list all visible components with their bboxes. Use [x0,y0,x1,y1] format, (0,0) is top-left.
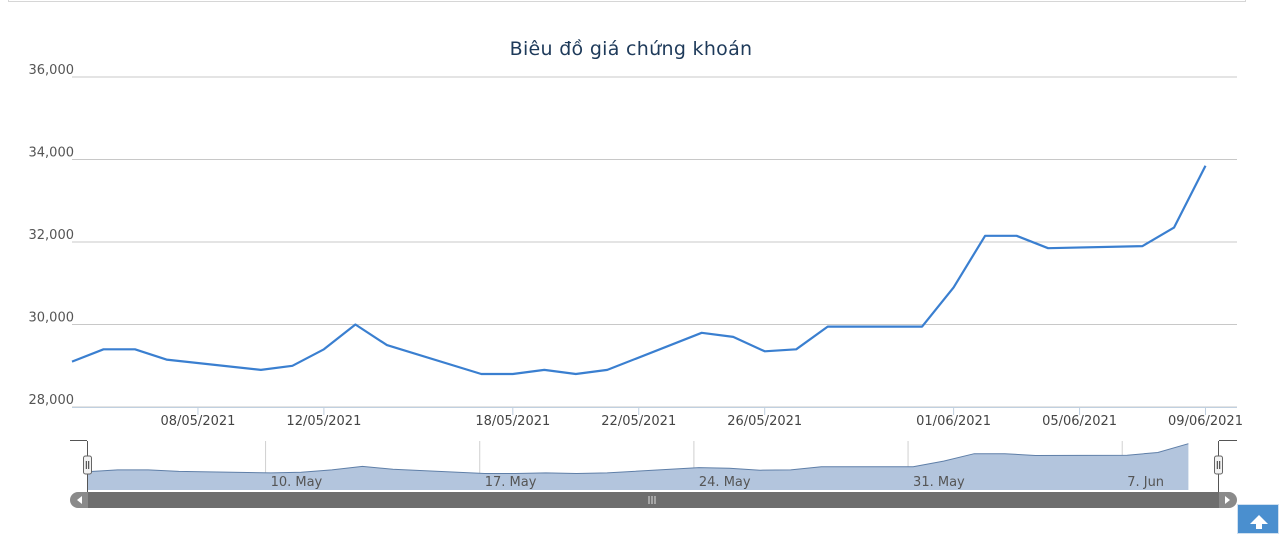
scroll-to-top-button[interactable] [1237,504,1279,534]
handle-grip [1214,455,1223,475]
chart-frame-corner-left [8,0,9,2]
y-gridlines [72,76,1237,408]
chart-frame-top [8,0,1246,2]
navigator-label: 24. May [699,475,751,490]
x-tick-label: 08/05/2021 [160,414,235,429]
scrollbar-thumb [88,492,1219,508]
scroll-right-arrow-icon [1225,496,1230,504]
x-tick-label: 01/06/2021 [916,414,991,429]
handle-grip [83,455,92,475]
navigator-label: 7. Jun [1127,475,1164,490]
y-tick-label: 28,000 [29,393,75,408]
navigator[interactable]: 10. May 17. May 24. May 31. May 7. Jun [70,440,1237,509]
y-axis-ticks: 36,000 34,000 32,000 30,000 28,000 [29,63,75,408]
arrow-up-icon [1250,515,1268,529]
chart-title: Biêu đồ giá chứng khoán [509,38,753,60]
navigator-label: 17. May [485,475,537,490]
x-tick-label: 22/05/2021 [601,414,676,429]
chart-frame-corner-right [1245,0,1246,2]
y-tick-label: 30,000 [29,311,75,326]
x-tick-label: 18/05/2021 [475,414,550,429]
navigator-area [87,443,1189,490]
x-tick-label: 12/05/2021 [286,414,361,429]
scroll-left-arrow-icon [77,496,82,504]
x-tick-label: 05/06/2021 [1042,414,1117,429]
y-tick-label: 32,000 [29,228,75,243]
y-tick-label: 36,000 [29,63,75,78]
navigator-right-handle[interactable] [1214,455,1223,475]
navigator-left-handle[interactable] [83,455,92,475]
navigator-label: 10. May [271,475,323,490]
plot-area [71,165,1207,376]
x-axis: 08/05/2021 12/05/2021 18/05/2021 22/05/2021… [72,407,1243,429]
x-tick-label: 09/06/2021 [1168,414,1243,429]
navigator-scrollbar[interactable] [70,492,1237,508]
x-tick-label: 26/05/2021 [727,414,802,429]
y-tick-label: 34,000 [29,146,75,161]
price-series-line [71,165,1207,376]
navigator-label: 31. May [913,475,965,490]
navigator-line [86,443,1189,475]
